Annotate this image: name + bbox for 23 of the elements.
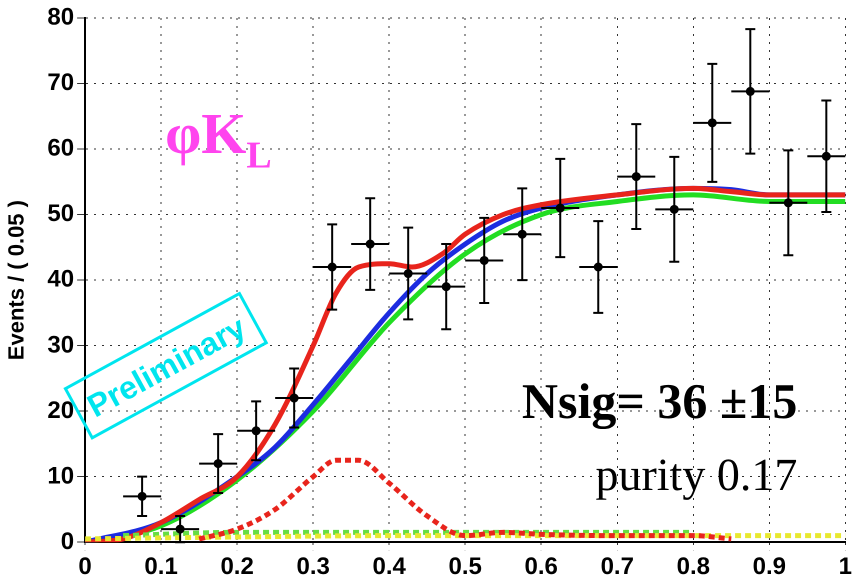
annotation: purity 0.17: [595, 449, 798, 500]
x-tick-label: 0.8: [676, 553, 710, 580]
annotation: Nsig= 36 ±15: [522, 373, 798, 430]
y-tick-label: 20: [47, 396, 74, 424]
x-tick-label: 0.6: [524, 553, 558, 580]
y-axis-title: Events / ( 0.05 ): [3, 200, 28, 360]
x-tick-label: 0.7: [600, 553, 634, 580]
x-tick-label: 0.4: [372, 553, 407, 580]
x-tick-label: 0.3: [296, 553, 330, 580]
x-tick-label: 0.9: [752, 553, 786, 580]
y-tick-label: 40: [47, 266, 74, 293]
x-tick-label: 1: [838, 553, 852, 580]
y-tick-label: 0: [60, 528, 74, 555]
x-tick-label: 0.1: [144, 553, 178, 580]
x-tick-label: 0: [78, 553, 92, 580]
x-tick-label: 0.5: [448, 553, 482, 580]
y-tick-label: 30: [47, 331, 74, 358]
y-tick-label: 10: [47, 462, 74, 490]
x-tick-label: 0.2: [220, 553, 254, 580]
y-tick-label: 80: [47, 4, 74, 31]
y-tick-label: 70: [47, 69, 74, 96]
y-tick-label: 50: [47, 200, 74, 228]
y-tick-label: 60: [47, 134, 74, 162]
